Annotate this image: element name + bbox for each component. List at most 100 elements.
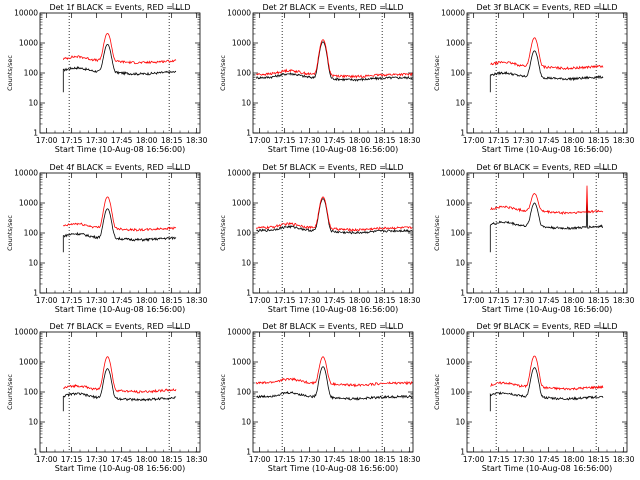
- x-tick-label: 17:45: [111, 296, 133, 305]
- plot-frame: [39, 331, 201, 453]
- x-tick-label: 17:45: [111, 136, 133, 145]
- y-tick-label: 1: [33, 448, 38, 457]
- plot-frame: [466, 172, 628, 294]
- title-mark: [172, 163, 180, 170]
- y-tick-label: 10000: [441, 9, 465, 18]
- y-axis-label: Counts/sec: [433, 374, 441, 410]
- x-tick-label: 18:30: [613, 455, 635, 464]
- y-tick-label: 10: [28, 259, 38, 268]
- title-mark: [172, 3, 180, 10]
- chart-panel-3: Det 3f BLACK = Events, RED = LLD 1 10 100 10…: [433, 3, 635, 154]
- title-mark: [385, 163, 393, 170]
- series-lld-line: [255, 356, 413, 388]
- x-tick-label: 17:45: [538, 455, 560, 464]
- y-axis-label: Counts/sec: [6, 215, 14, 251]
- x-tick-label: 18:15: [161, 296, 183, 305]
- y-tick-label: 10: [241, 418, 251, 427]
- series-lld-line: [256, 39, 413, 79]
- y-axis-label: Counts/sec: [433, 215, 441, 251]
- plot-frame: [39, 172, 201, 294]
- x-tick-label: 17:00: [249, 455, 271, 464]
- x-tick-label: 18:15: [374, 455, 396, 464]
- x-tick-label: 17:30: [299, 455, 321, 464]
- y-tick-label: 1000: [446, 199, 465, 208]
- series-events-line: [256, 198, 413, 235]
- plot-frame: [252, 331, 414, 453]
- y-tick-label: 10000: [14, 328, 38, 337]
- x-tick-label: 17:15: [488, 136, 510, 145]
- x-tick-label: 17:15: [488, 296, 510, 305]
- x-tick-label: 18:15: [161, 455, 183, 464]
- x-tick-label: 17:00: [36, 136, 58, 145]
- x-tick-label: 18:00: [563, 455, 585, 464]
- x-tick-label: 17:30: [86, 136, 108, 145]
- x-axis-label: Start Time (10-Aug-08 16:56:00): [482, 305, 613, 314]
- series-lld-line: [490, 37, 604, 71]
- y-tick-label: 1000: [19, 39, 38, 48]
- x-tick-label: 17:45: [324, 455, 346, 464]
- x-axis-label: Start Time (10-Aug-08 16:56:00): [55, 145, 186, 154]
- title-mark: [599, 163, 607, 170]
- y-tick-label: 1000: [232, 358, 251, 367]
- chart-title: Det 6f BLACK = Events, RED = LLD: [476, 163, 617, 172]
- plot-frame: [252, 172, 414, 294]
- y-tick-label: 10: [28, 418, 38, 427]
- y-tick-label: 10: [28, 99, 38, 108]
- series-events-line: [256, 366, 413, 401]
- y-tick-label: 100: [451, 69, 466, 78]
- title-mark: [385, 322, 393, 329]
- y-tick-label: 1000: [232, 39, 251, 48]
- y-tick-label: 10000: [441, 169, 465, 178]
- y-tick-label: 10000: [227, 328, 251, 337]
- y-tick-label: 1000: [19, 358, 38, 367]
- x-axis-label: Start Time (10-Aug-08 16:56:00): [268, 464, 399, 473]
- x-tick-label: 17:30: [513, 136, 535, 145]
- x-tick-label: 17:15: [274, 136, 296, 145]
- chart-panel-4: Det 4f BLACK = Events, RED = LLD 1 10 100 10…: [6, 163, 208, 314]
- x-tick-label: 17:00: [463, 455, 485, 464]
- y-tick-label: 1000: [446, 358, 465, 367]
- series-events-line: [255, 41, 413, 82]
- plot-frame: [466, 331, 628, 453]
- y-tick-label: 100: [24, 388, 39, 397]
- y-tick-label: 1: [33, 129, 38, 138]
- x-tick-label: 17:45: [111, 455, 133, 464]
- chart-title: Det 2f BLACK = Events, RED = LLD: [262, 3, 403, 12]
- x-tick-label: 17:15: [274, 455, 296, 464]
- x-tick-label: 17:45: [538, 136, 560, 145]
- x-tick-label: 17:45: [324, 296, 346, 305]
- y-tick-label: 10000: [441, 328, 465, 337]
- x-tick-label: 17:00: [36, 455, 58, 464]
- y-tick-label: 1: [460, 448, 465, 457]
- y-tick-label: 1: [246, 129, 251, 138]
- x-tick-label: 17:15: [61, 136, 83, 145]
- x-tick-label: 17:30: [299, 136, 321, 145]
- x-tick-label: 18:00: [136, 296, 158, 305]
- y-tick-label: 100: [24, 229, 39, 238]
- y-axis-label: Counts/sec: [219, 374, 227, 410]
- x-tick-label: 18:30: [399, 136, 421, 145]
- y-axis-label: Counts/sec: [433, 55, 441, 91]
- y-tick-label: 100: [237, 388, 252, 397]
- x-tick-label: 17:00: [249, 136, 271, 145]
- chart-panel-1: Det 1f BLACK = Events, RED = LLD 1 10 100 10…: [6, 3, 208, 154]
- x-tick-label: 18:15: [588, 455, 610, 464]
- chart-panel-5: Det 5f BLACK = Events, RED = LLD 1 10 100 10…: [219, 163, 421, 314]
- chart-title: Det 5f BLACK = Events, RED = LLD: [262, 163, 403, 172]
- plot-frame: [39, 12, 201, 134]
- series-lld-line: [255, 196, 413, 232]
- series-events-line: [62, 368, 177, 412]
- title-mark: [172, 322, 180, 329]
- y-tick-label: 1000: [232, 199, 251, 208]
- x-tick-label: 18:30: [186, 296, 208, 305]
- x-tick-label: 18:15: [588, 136, 610, 145]
- series-events-line: [62, 208, 177, 253]
- series-lld-line: [62, 33, 177, 65]
- x-axis-label: Start Time (10-Aug-08 16:56:00): [55, 464, 186, 473]
- x-tick-label: 18:00: [136, 136, 158, 145]
- series-lld-line: [490, 355, 604, 391]
- x-tick-label: 18:30: [613, 296, 635, 305]
- y-axis-label: Counts/sec: [219, 215, 227, 251]
- y-tick-label: 100: [24, 69, 39, 78]
- x-tick-label: 18:30: [399, 455, 421, 464]
